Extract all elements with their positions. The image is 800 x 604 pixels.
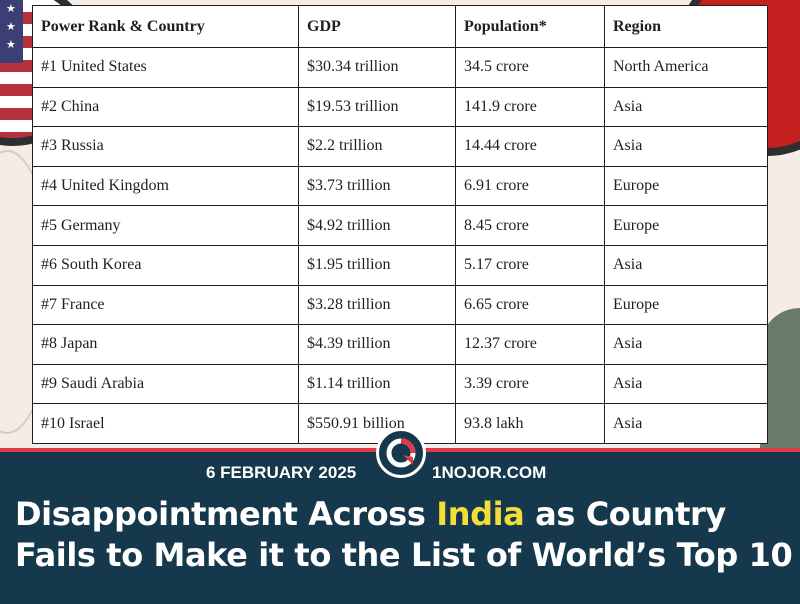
- cell-gdp: $30.34 trillion: [298, 47, 456, 88]
- cell-gdp: $1.95 trillion: [298, 244, 456, 286]
- cell-population: 14.44 crore: [455, 126, 605, 167]
- table-row: #9 Saudi Arabia $1.14 trillion 3.39 cror…: [32, 363, 768, 405]
- cell-gdp: $4.92 trillion: [298, 205, 456, 246]
- table-row: #10 Israel $550.91 billion 93.8 lakh Asi…: [32, 403, 768, 444]
- table-header-row: Power Rank & Country GDP Population* Reg…: [32, 5, 768, 48]
- cell-population: 3.39 crore: [455, 363, 605, 405]
- cell-gdp: $1.14 trillion: [298, 363, 456, 405]
- table-row: #6 South Korea $1.95 trillion 5.17 crore…: [32, 244, 768, 286]
- cell-gdp: $3.28 trillion: [298, 284, 456, 326]
- cell-population: 141.9 crore: [455, 86, 605, 128]
- cell-region: Europe: [604, 205, 768, 246]
- table-row: #1 United States $30.34 trillion 34.5 cr…: [32, 47, 768, 88]
- headline-highlight: India: [436, 495, 525, 533]
- cell-region: Asia: [604, 86, 768, 128]
- cell-population: 93.8 lakh: [455, 403, 605, 444]
- cell-population: 5.17 crore: [455, 244, 605, 286]
- news-banner: 6 FEBRUARY 2025 1NOJOR.COM Disappointmen…: [0, 428, 800, 604]
- cell-region: Asia: [604, 363, 768, 405]
- circular-arrow-logo-icon: [376, 428, 426, 478]
- cell-rank-country: #3 Russia: [32, 126, 299, 167]
- cell-region: Europe: [604, 165, 768, 207]
- cell-population: 6.65 crore: [455, 284, 605, 326]
- cell-region: Asia: [604, 324, 768, 365]
- cell-rank-country: #5 Germany: [32, 205, 299, 246]
- publish-date: 6 FEBRUARY 2025: [206, 463, 357, 482]
- table-row: #2 China $19.53 trillion 141.9 crore Asi…: [32, 86, 768, 128]
- cell-gdp: $550.91 billion: [298, 403, 456, 444]
- cell-gdp: $3.73 trillion: [298, 165, 456, 207]
- cell-rank-country: #1 United States: [32, 47, 299, 88]
- cell-region: Asia: [604, 403, 768, 444]
- cell-region: Europe: [604, 284, 768, 326]
- header-population: Population*: [455, 5, 605, 48]
- cell-rank-country: #10 Israel: [32, 403, 299, 444]
- cell-population: 34.5 crore: [455, 47, 605, 88]
- ranking-table-card: Power Rank & Country GDP Population* Reg…: [32, 5, 768, 444]
- headline: Disappointment Across India as Country F…: [15, 494, 795, 576]
- cell-rank-country: #9 Saudi Arabia: [32, 363, 299, 405]
- header-gdp: GDP: [298, 5, 456, 48]
- cell-region: Asia: [604, 244, 768, 286]
- cell-rank-country: #8 Japan: [32, 324, 299, 365]
- ranking-table: Power Rank & Country GDP Population* Reg…: [32, 5, 768, 444]
- site-link[interactable]: 1NOJOR.COM: [432, 463, 547, 482]
- banner-meta-row: 6 FEBRUARY 2025 1NOJOR.COM: [0, 460, 800, 484]
- cell-rank-country: #4 United Kingdom: [32, 165, 299, 207]
- cell-region: Asia: [604, 126, 768, 167]
- cell-region: North America: [604, 47, 768, 88]
- cell-gdp: $4.39 trillion: [298, 324, 456, 365]
- cell-rank-country: #2 China: [32, 86, 299, 128]
- headline-text-start: Disappointment Across: [15, 495, 437, 533]
- table-row: #4 United Kingdom $3.73 trillion 6.91 cr…: [32, 165, 768, 207]
- cell-population: 12.37 crore: [455, 324, 605, 365]
- cell-rank-country: #7 France: [32, 284, 299, 326]
- cell-rank-country: #6 South Korea: [32, 244, 299, 286]
- table-row: #8 Japan $4.39 trillion 12.37 crore Asia: [32, 324, 768, 365]
- headline-text-end: as Country Fails to Make it to the List …: [15, 495, 793, 574]
- cell-gdp: $2.2 trillion: [298, 126, 456, 167]
- table-row: #7 France $3.28 trillion 6.65 crore Euro…: [32, 284, 768, 326]
- cell-population: 6.91 crore: [455, 165, 605, 207]
- cell-population: 8.45 crore: [455, 205, 605, 246]
- header-region: Region: [604, 5, 768, 48]
- table-row: #5 Germany $4.92 trillion 8.45 crore Eur…: [32, 205, 768, 246]
- header-rank-country: Power Rank & Country: [32, 5, 299, 48]
- table-row: #3 Russia $2.2 trillion 14.44 crore Asia: [32, 126, 768, 167]
- cell-gdp: $19.53 trillion: [298, 86, 456, 128]
